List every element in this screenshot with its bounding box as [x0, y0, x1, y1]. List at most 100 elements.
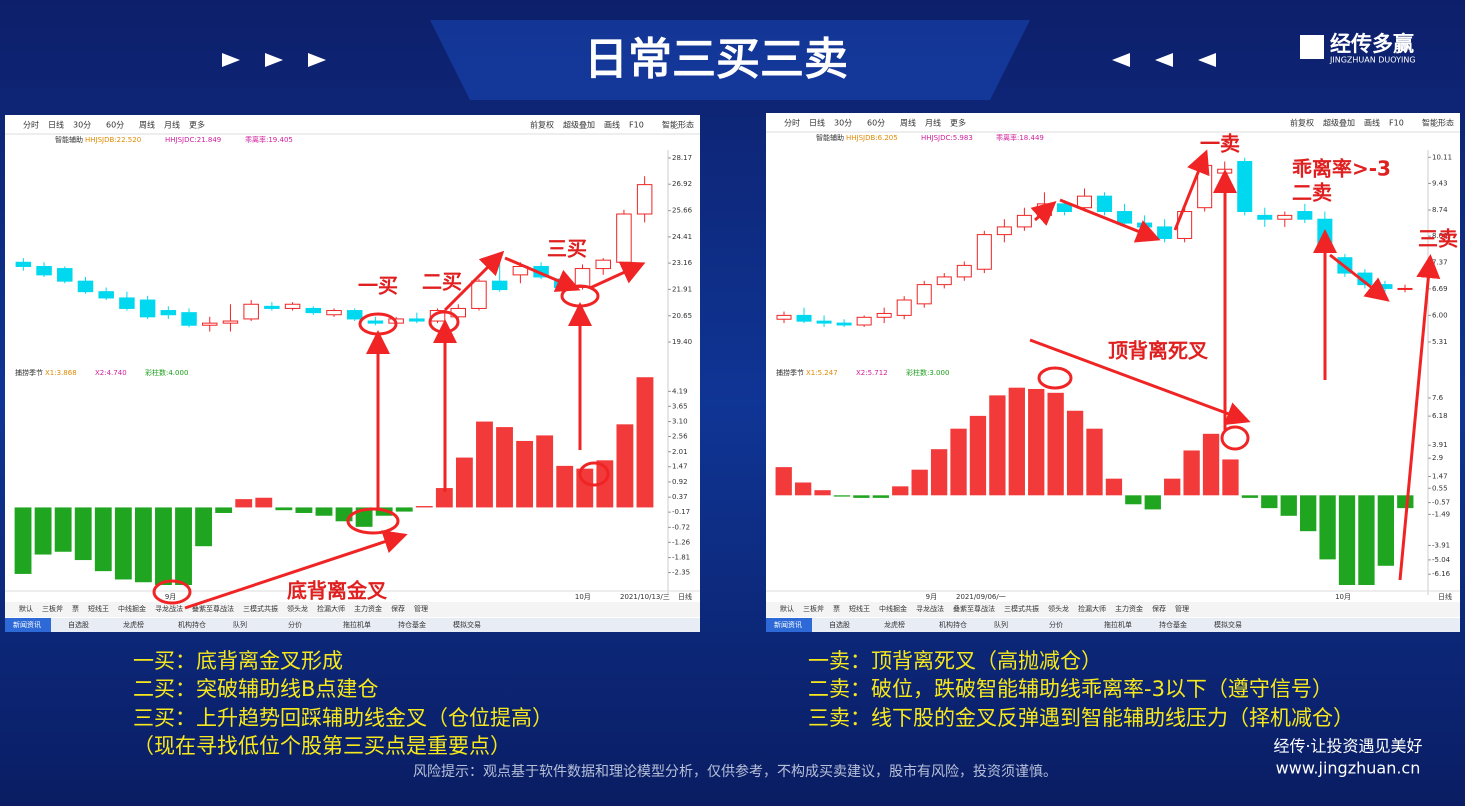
tab[interactable]: 捡漏大师: [1078, 604, 1106, 613]
tab[interactable]: 三板斧: [803, 604, 824, 613]
bottom-tab[interactable]: 拖拉机单: [343, 620, 371, 629]
tab[interactable]: 更多: [950, 118, 966, 128]
tab[interactable]: 三模式共振: [243, 604, 278, 613]
tab[interactable]: 捡漏大师: [317, 604, 345, 613]
bottom-tab[interactable]: 队列: [233, 620, 247, 629]
bar: [911, 469, 928, 496]
bottom-tab[interactable]: 分价: [288, 620, 302, 629]
candle-body: [816, 320, 832, 324]
bar: [1008, 387, 1025, 496]
y-tick-label: 8.74: [1432, 206, 1448, 214]
note: （现在寻找低位个股第三买点是重要点）: [133, 734, 511, 758]
bar: [175, 507, 192, 585]
bar: [155, 507, 172, 585]
legend: HHJSJDB:6.205: [846, 134, 898, 142]
tab[interactable]: 智能形态: [662, 120, 694, 130]
tab[interactable]: 超级叠加: [1323, 118, 1355, 128]
tab[interactable]: 周线: [139, 120, 155, 130]
tab[interactable]: 前复权: [530, 120, 554, 130]
annotation: 二卖: [1292, 181, 1332, 205]
bar: [892, 486, 909, 496]
tab[interactable]: 三模式共振: [1004, 604, 1039, 613]
tab[interactable]: 短线王: [849, 604, 870, 613]
bottom-tab[interactable]: 自选股: [829, 620, 850, 629]
tab[interactable]: 更多: [189, 120, 205, 130]
candle-body: [936, 276, 952, 286]
candle-body: [856, 316, 872, 326]
tab[interactable]: 日线: [48, 120, 64, 130]
bottom-tab[interactable]: 新闻资讯: [13, 620, 41, 629]
tab[interactable]: 画线: [1364, 118, 1380, 128]
bottom-tab[interactable]: 拖拉机单: [1104, 620, 1132, 629]
tab[interactable]: 分时: [23, 120, 39, 130]
candle-body: [776, 314, 792, 320]
bar: [1144, 495, 1161, 510]
tab[interactable]: 画线: [604, 120, 620, 130]
tab[interactable]: 超级叠加: [563, 120, 595, 130]
bottom-tab[interactable]: 龙虎榜: [884, 620, 905, 629]
bottom-tab[interactable]: 自选股: [68, 620, 89, 629]
y-tick-label: -0.72: [672, 523, 690, 531]
bar: [1066, 410, 1084, 496]
bottom-tab[interactable]: 分价: [1049, 620, 1063, 629]
y-tick-label: 5.31: [1432, 338, 1448, 346]
tab[interactable]: 票: [72, 605, 79, 613]
tab[interactable]: 三板斧: [42, 604, 63, 613]
tab[interactable]: 60分: [106, 121, 124, 130]
tab[interactable]: 月线: [164, 120, 180, 130]
note: 一卖：顶背离死叉（高抛减仓）: [808, 649, 1102, 673]
bottom-tab[interactable]: 队列: [994, 620, 1008, 629]
tab[interactable]: 叠紫至尊战法: [953, 604, 995, 613]
tab[interactable]: 30分: [73, 121, 91, 130]
bottom-tab[interactable]: 持仓基金: [398, 620, 426, 629]
y-tick-label: 19.40: [672, 338, 692, 346]
bottom-tab[interactable]: 龙虎榜: [123, 620, 144, 629]
tab[interactable]: 30分: [834, 119, 852, 128]
bottom-tab[interactable]: 机构持仓: [939, 620, 967, 629]
y-tick-label: 2.01: [672, 448, 688, 456]
bottom-tab[interactable]: 新闻资讯: [774, 620, 802, 629]
tab[interactable]: F10: [629, 121, 644, 130]
candle-body: [491, 280, 508, 291]
legend: 智能辅助: [55, 135, 83, 144]
tab[interactable]: 寻龙战法: [155, 604, 183, 613]
tab[interactable]: F10: [1389, 119, 1404, 128]
legend: HHJSJDB:22.520: [85, 136, 141, 144]
tab[interactable]: 中线掘金: [879, 604, 907, 613]
tab[interactable]: 寻龙战法: [916, 604, 944, 613]
tab[interactable]: 默认: [19, 604, 33, 613]
tab[interactable]: 日线: [809, 118, 825, 128]
note: 二买：突破辅助线B点建仓: [133, 677, 378, 701]
legend: X1:5.247: [806, 369, 838, 377]
tab[interactable]: 领头龙: [1048, 604, 1069, 613]
tab[interactable]: 智能形态: [1422, 118, 1454, 128]
tab[interactable]: 周线: [900, 118, 916, 128]
bottom-tab[interactable]: 模拟交易: [1214, 620, 1242, 629]
candle-body: [1297, 211, 1313, 220]
tab[interactable]: 默认: [780, 604, 794, 613]
tab[interactable]: 保荐: [391, 604, 405, 613]
tab[interactable]: 叠紫至尊战法: [192, 604, 234, 613]
bar: [1202, 433, 1220, 496]
tab[interactable]: 60分: [867, 119, 885, 128]
tab[interactable]: 管理: [1175, 604, 1189, 613]
tab[interactable]: 管理: [414, 604, 428, 613]
tab[interactable]: 领头龙: [287, 604, 308, 613]
tab[interactable]: 前复权: [1290, 118, 1314, 128]
tab[interactable]: 票: [833, 605, 840, 613]
slogan: 经传·让投资遇见美好: [1273, 737, 1422, 756]
bar: [1028, 388, 1045, 496]
tab[interactable]: 中线掘金: [118, 604, 146, 613]
bottom-tab[interactable]: 持仓基金: [1159, 620, 1187, 629]
period-label: 日线: [1438, 592, 1452, 601]
candle-body: [876, 312, 892, 318]
tab[interactable]: 短线王: [88, 604, 109, 613]
bottom-tab[interactable]: 机构持仓: [178, 620, 206, 629]
tab[interactable]: 主力资金: [354, 604, 382, 613]
tab[interactable]: 主力资金: [1115, 604, 1143, 613]
y-tick-label: 25.66: [672, 207, 693, 215]
tab[interactable]: 分时: [784, 118, 800, 128]
tab[interactable]: 保荐: [1152, 604, 1166, 613]
tab[interactable]: 月线: [925, 118, 941, 128]
bottom-tab[interactable]: 模拟交易: [453, 620, 481, 629]
